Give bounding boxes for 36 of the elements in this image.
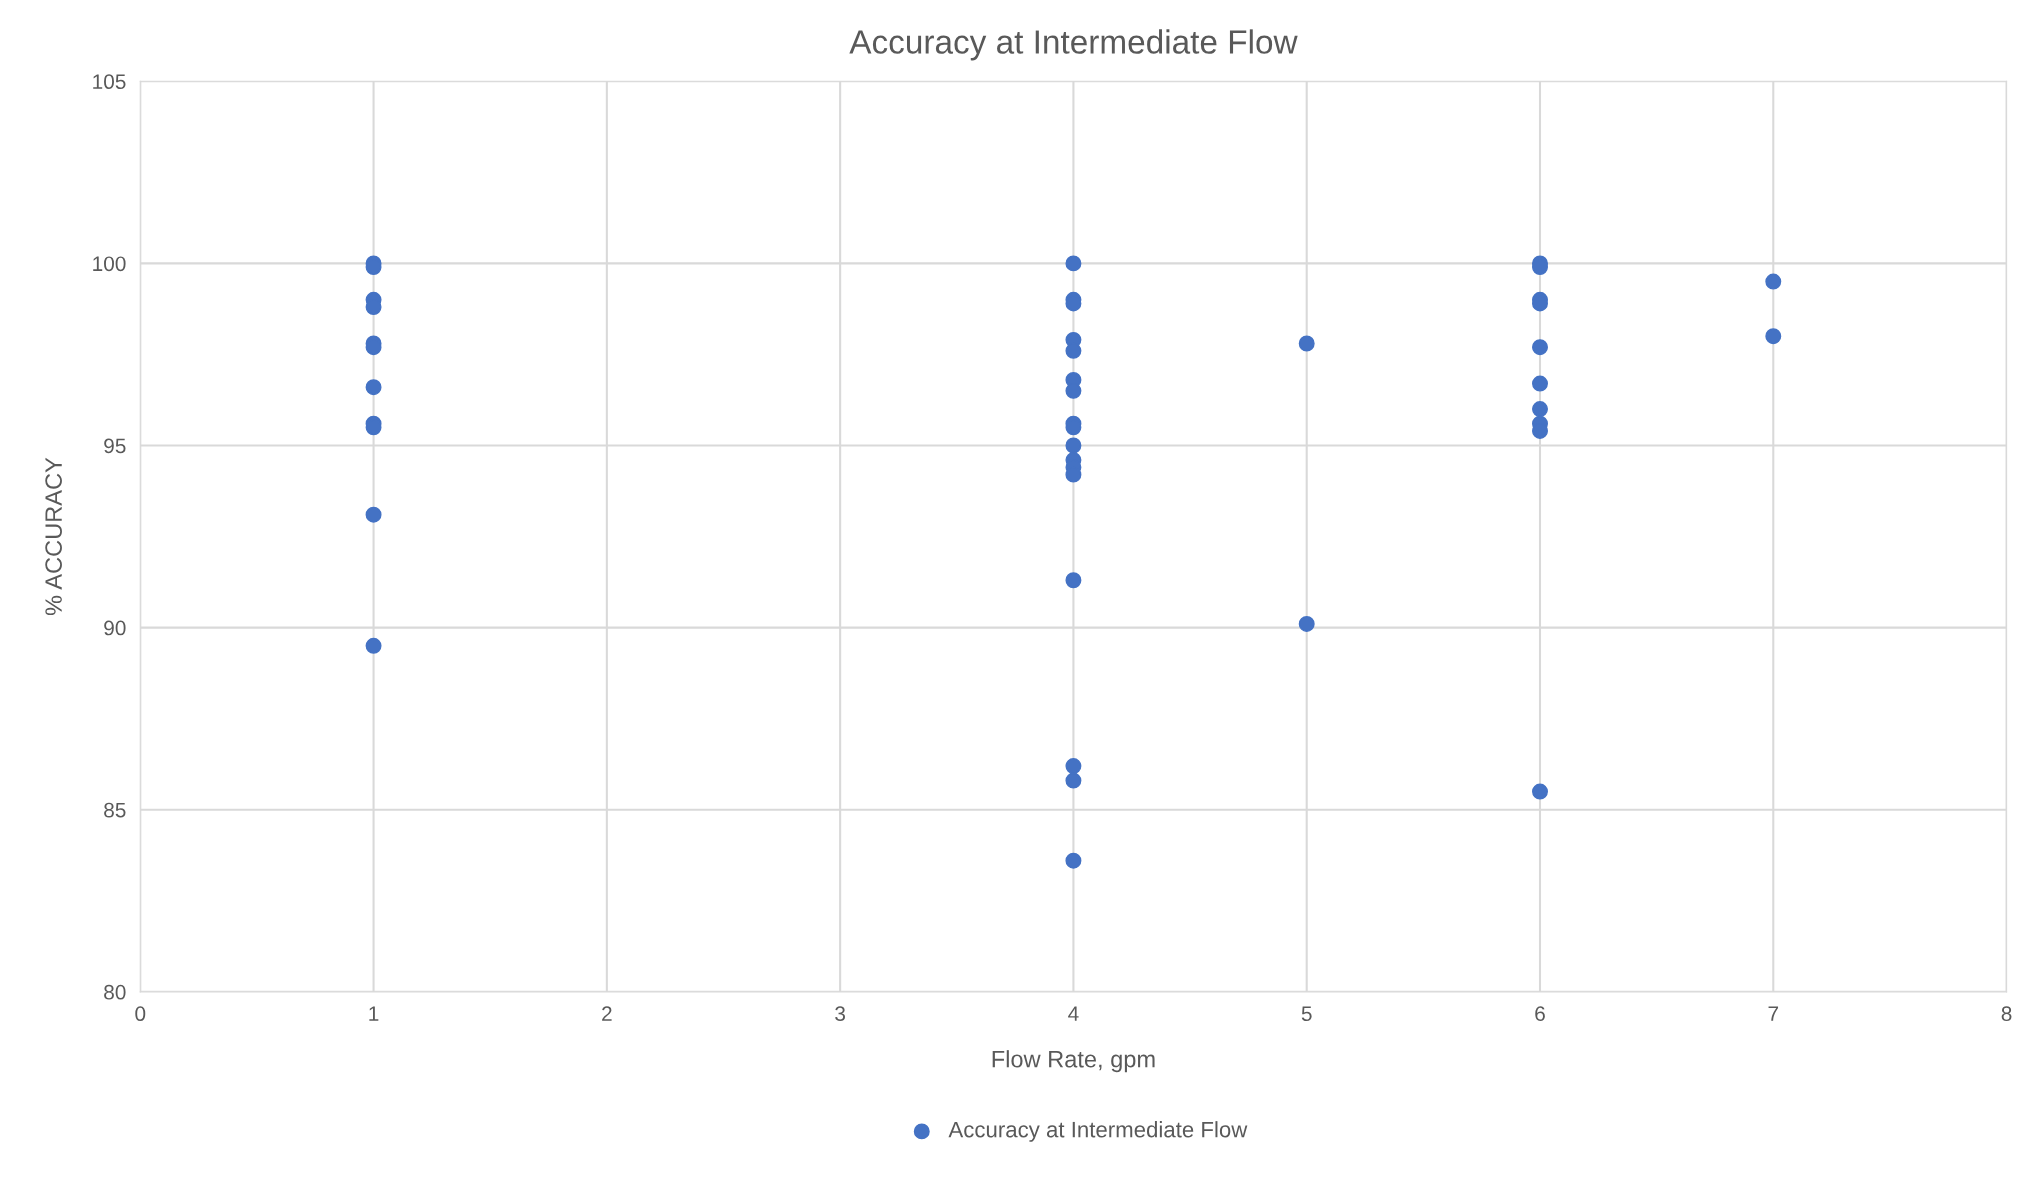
point <box>1065 437 1082 454</box>
point <box>1065 772 1082 789</box>
chart-title: Accuracy at Intermediate Flow <box>849 29 1298 61</box>
point <box>1765 328 1782 345</box>
y-tick-label: 80 <box>104 984 126 1000</box>
x-axis-title: Flow Rate, gpm <box>992 1050 1155 1073</box>
point <box>365 637 382 654</box>
y-tick-label: 90 <box>104 620 126 636</box>
x-tick-label: 0 <box>135 1006 146 1022</box>
legend-label: Accuracy at Intermediate Flow <box>948 1121 1248 1142</box>
y-tick-label: 100 <box>93 256 126 272</box>
y-tick-label: 85 <box>104 802 126 818</box>
y-axis-title: % ACCURACY <box>45 457 62 616</box>
y-tick-label: 95 <box>104 438 126 454</box>
x-tick-label: 7 <box>1768 1006 1779 1021</box>
x-tick-label: 3 <box>835 1006 846 1022</box>
point <box>1065 758 1082 775</box>
x-tick-label: 5 <box>1301 1006 1312 1022</box>
point <box>365 379 382 396</box>
point <box>1298 615 1315 632</box>
point <box>1065 852 1082 869</box>
point <box>1065 255 1082 272</box>
point <box>1065 572 1082 589</box>
point <box>1532 783 1548 800</box>
point <box>1532 375 1548 392</box>
point <box>1532 401 1548 418</box>
x-tick-label: 1 <box>369 1006 379 1021</box>
x-tick-label: 2 <box>602 1006 612 1021</box>
point <box>1532 339 1548 356</box>
x-tick-label: 6 <box>1535 1006 1545 1022</box>
x-tick-label: 4 <box>1068 1006 1079 1021</box>
point <box>1765 273 1782 290</box>
x-tick-label: 8 <box>2001 1006 2012 1022</box>
y-tick-label: 105 <box>93 74 126 90</box>
point <box>1298 335 1315 352</box>
point <box>365 506 382 523</box>
